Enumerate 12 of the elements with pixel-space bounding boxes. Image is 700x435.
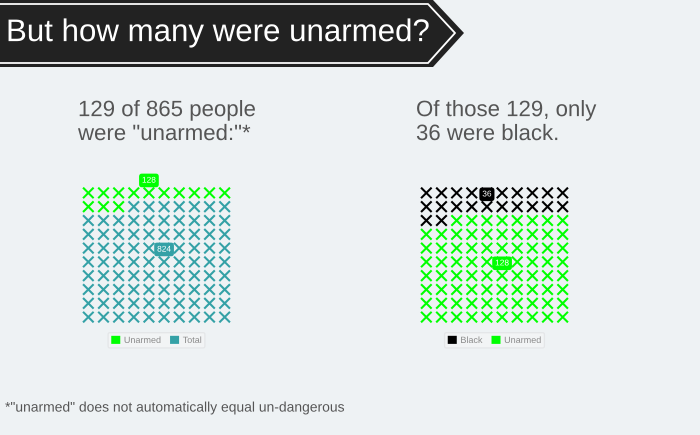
category-label: Unarmed <box>504 336 541 344</box>
category-label: Total <box>182 336 202 344</box>
text: *"unarmed" does not automatically equal un-dangerous <box>5 402 344 414</box>
text: 129 of 865 people were "unarmed:"* <box>78 100 255 140</box>
text: But how many were unarmed? <box>8 18 429 48</box>
text: Of those 129, only 36 were black. <box>416 100 596 140</box>
data-label: 128 <box>142 176 156 183</box>
data-label: 36 <box>482 190 492 197</box>
data-label: 128 <box>496 260 509 266</box>
data-label: 824 <box>157 246 171 252</box>
category-label: Black <box>461 336 482 344</box>
category-label: Unarmed <box>124 336 160 344</box>
